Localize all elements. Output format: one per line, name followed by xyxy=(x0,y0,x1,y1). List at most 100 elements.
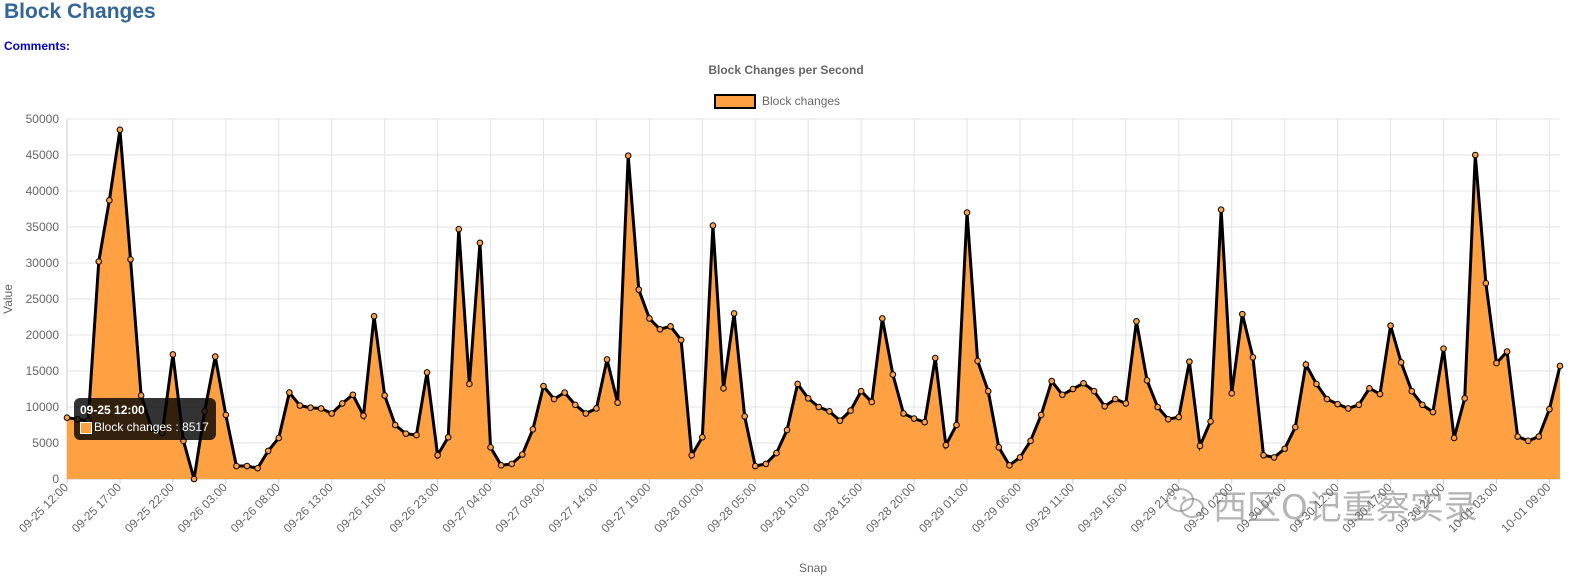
data-point[interactable] xyxy=(1186,358,1193,365)
data-point[interactable] xyxy=(635,286,643,293)
data-point[interactable] xyxy=(1101,402,1108,410)
data-point[interactable] xyxy=(254,464,261,472)
data-point[interactable] xyxy=(1270,454,1278,461)
data-point[interactable] xyxy=(402,430,410,437)
data-point[interactable] xyxy=(466,380,473,388)
data-point[interactable] xyxy=(699,433,706,441)
data-point[interactable] xyxy=(953,421,960,429)
data-point[interactable] xyxy=(730,310,738,317)
data-point[interactable] xyxy=(434,451,441,459)
data-point[interactable] xyxy=(1471,151,1479,159)
data-point[interactable] xyxy=(519,451,526,458)
data-point[interactable] xyxy=(1111,395,1119,403)
data-point[interactable] xyxy=(370,312,378,320)
data-point[interactable] xyxy=(1482,279,1490,287)
data-point[interactable] xyxy=(603,356,611,363)
data-point[interactable] xyxy=(1450,434,1458,442)
data-point[interactable] xyxy=(1366,384,1373,392)
data-point[interactable] xyxy=(826,408,833,415)
data-point[interactable] xyxy=(286,389,293,396)
data-point[interactable] xyxy=(561,389,568,396)
data-point[interactable] xyxy=(169,351,177,358)
data-point[interactable] xyxy=(1397,359,1405,366)
data-point[interactable] xyxy=(1027,437,1034,445)
data-point[interactable] xyxy=(1461,395,1469,402)
data-point[interactable] xyxy=(1440,345,1447,352)
data-point[interactable] xyxy=(1154,403,1161,411)
data-point[interactable] xyxy=(423,369,431,376)
data-point[interactable] xyxy=(1281,445,1288,453)
data-point[interactable] xyxy=(1556,362,1564,370)
data-point[interactable] xyxy=(1175,413,1183,421)
data-point[interactable] xyxy=(783,426,791,434)
data-point[interactable] xyxy=(720,384,727,392)
data-point[interactable] xyxy=(264,447,272,455)
data-point[interactable] xyxy=(1334,400,1341,408)
data-point[interactable] xyxy=(857,387,865,395)
data-point[interactable] xyxy=(794,380,801,388)
data-point[interactable] xyxy=(1006,462,1013,469)
data-point[interactable] xyxy=(1249,354,1257,361)
data-point[interactable] xyxy=(127,256,134,263)
data-point[interactable] xyxy=(1291,423,1299,431)
data-point[interactable] xyxy=(360,412,367,419)
data-point[interactable] xyxy=(1524,437,1532,445)
data-point[interactable] xyxy=(1419,401,1426,409)
data-point[interactable] xyxy=(487,444,494,451)
data-point[interactable] xyxy=(1217,206,1225,214)
data-point[interactable] xyxy=(1387,322,1394,329)
data-point[interactable] xyxy=(1069,385,1077,393)
data-point[interactable] xyxy=(1164,415,1172,423)
data-point[interactable] xyxy=(847,407,854,414)
data-point[interactable] xyxy=(921,418,928,426)
data-point[interactable] xyxy=(984,387,992,395)
data-point[interactable] xyxy=(339,400,346,407)
data-point[interactable] xyxy=(63,414,71,421)
data-point[interactable] xyxy=(1059,391,1066,399)
data-point[interactable] xyxy=(476,239,484,247)
data-point[interactable] xyxy=(116,126,124,134)
data-point[interactable] xyxy=(190,475,198,483)
data-point[interactable] xyxy=(328,410,336,417)
data-point[interactable] xyxy=(762,460,770,468)
data-point[interactable] xyxy=(900,410,907,417)
data-point[interactable] xyxy=(656,325,664,333)
data-point[interactable] xyxy=(741,413,748,420)
data-point[interactable] xyxy=(1493,359,1500,367)
legend[interactable]: Block changes xyxy=(714,94,840,109)
data-point[interactable] xyxy=(593,405,600,412)
data-point[interactable] xyxy=(233,462,240,470)
data-point[interactable] xyxy=(995,444,1003,451)
data-point[interactable] xyxy=(773,449,780,457)
data-point[interactable] xyxy=(677,336,685,344)
data-point[interactable] xyxy=(1037,411,1045,419)
data-point[interactable] xyxy=(1514,433,1521,440)
data-point[interactable] xyxy=(836,417,844,424)
data-point[interactable] xyxy=(550,395,558,403)
data-point[interactable] xyxy=(391,421,399,429)
data-point[interactable] xyxy=(1503,348,1511,355)
data-point[interactable] xyxy=(1429,408,1437,416)
data-point[interactable] xyxy=(381,392,388,399)
data-point[interactable] xyxy=(815,403,823,411)
data-point[interactable] xyxy=(1344,405,1352,412)
data-point[interactable] xyxy=(455,225,463,233)
data-point[interactable] xyxy=(974,357,981,365)
data-point[interactable] xyxy=(1546,405,1553,413)
data-point[interactable] xyxy=(1228,390,1236,397)
data-point[interactable] xyxy=(529,426,537,433)
data-point[interactable] xyxy=(1048,377,1056,385)
data-point[interactable] xyxy=(667,323,674,330)
data-point[interactable] xyxy=(222,411,230,419)
data-point[interactable] xyxy=(1535,433,1543,440)
data-point[interactable] xyxy=(879,315,886,322)
data-point[interactable] xyxy=(889,371,897,378)
data-point[interactable] xyxy=(942,441,950,449)
data-point[interactable] xyxy=(1016,454,1024,461)
data-point[interactable] xyxy=(868,398,876,406)
data-point[interactable] xyxy=(1122,400,1130,407)
data-point[interactable] xyxy=(1313,380,1320,388)
data-point[interactable] xyxy=(1355,401,1363,409)
data-point[interactable] xyxy=(1133,318,1140,325)
data-point[interactable] xyxy=(1302,361,1310,368)
